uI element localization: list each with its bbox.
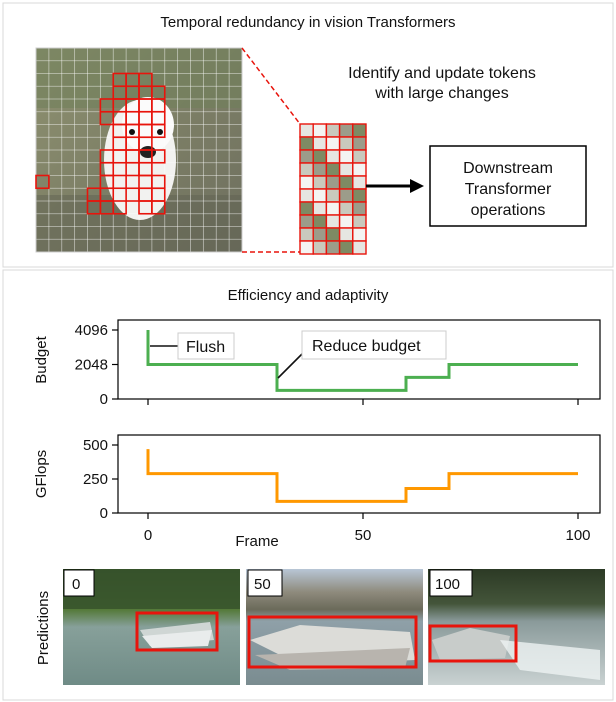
budget-ylabel: Budget <box>33 335 50 383</box>
budget-chart: Budget 0 2048 4096 Flush Reduce budget <box>33 319 601 408</box>
arrow-head-icon <box>410 179 424 193</box>
detection-box-50 <box>247 615 418 669</box>
frame-0-label-box <box>63 569 95 597</box>
ytick-label: 0 <box>100 505 108 522</box>
downstream-box <box>429 145 587 227</box>
bottom-section-title: Efficiency and adaptivity <box>228 287 389 304</box>
top-section-title: Temporal redundancy in vision Transforme… <box>160 14 455 31</box>
detection-box-100 <box>428 624 518 663</box>
frame-xlabel: Frame <box>235 533 278 550</box>
xtick-label: 50 <box>355 527 372 544</box>
gflops-plot-frame <box>117 434 601 514</box>
reduce-label: Reduce budget <box>312 338 421 355</box>
caption-line-1: Identify and update tokens <box>348 65 536 82</box>
frame-50-label-box <box>247 569 283 597</box>
frame-0-label: 0 <box>72 576 80 593</box>
gflops-chart: GFlops 0 250 500 0 50 100 Frame <box>33 434 601 550</box>
predictions-ylabel: Predictions <box>35 591 52 665</box>
reduce-leader <box>277 353 303 379</box>
xtick-label: 0 <box>144 527 152 544</box>
xtick-label: 100 <box>565 527 590 544</box>
prediction-frame-50: 50 <box>246 569 423 685</box>
ytick-label: 4096 <box>75 322 108 339</box>
caption-line-2: with large changes <box>374 85 508 102</box>
flush-label: Flush <box>186 339 225 356</box>
frame-100-label: 100 <box>435 576 460 593</box>
detection-box-0 <box>135 611 219 652</box>
gflops-series-line <box>146 449 578 503</box>
downstream-line-3: operations <box>471 202 546 219</box>
reduce-label-box <box>301 330 447 360</box>
frame-100-label-box <box>429 569 473 597</box>
downstream-line-2: Transformer <box>465 181 552 198</box>
token-strip <box>299 123 367 255</box>
selected-tokens <box>35 72 166 215</box>
flush-label-box <box>177 332 235 360</box>
ytick-label: 250 <box>83 471 108 488</box>
ytick-label: 500 <box>83 437 108 454</box>
gflops-ylabel: GFlops <box>33 450 50 498</box>
budget-series-line <box>146 330 578 392</box>
budget-plot-frame <box>117 319 601 400</box>
frame-50-label: 50 <box>254 576 271 593</box>
ytick-label: 2048 <box>75 357 108 374</box>
ytick-label: 0 <box>100 391 108 408</box>
token-grid <box>35 47 243 253</box>
downstream-line-1: Downstream <box>463 160 553 177</box>
prediction-frame-0: 0 <box>63 569 240 685</box>
prediction-frame-100: 100 <box>428 569 605 685</box>
